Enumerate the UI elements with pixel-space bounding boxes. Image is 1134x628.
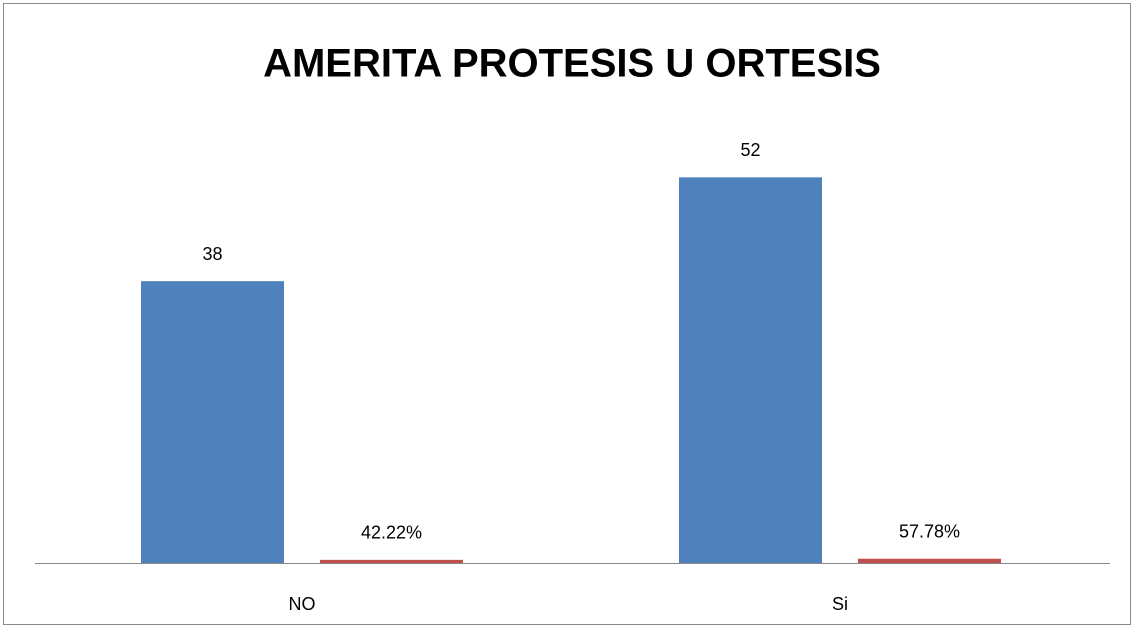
data-label: 38 [202, 244, 222, 264]
data-label: 42.22% [361, 523, 422, 543]
chart-title: AMERITA PROTESIS U ORTESIS [263, 42, 881, 86]
x-tick-label: NO [289, 594, 316, 614]
bar [858, 558, 1001, 563]
bar [141, 281, 284, 563]
x-tick-label: Si [832, 594, 848, 614]
data-label: 52 [740, 140, 760, 160]
data-label: 57.78% [899, 521, 960, 541]
bar [679, 177, 822, 564]
bar [320, 559, 463, 563]
